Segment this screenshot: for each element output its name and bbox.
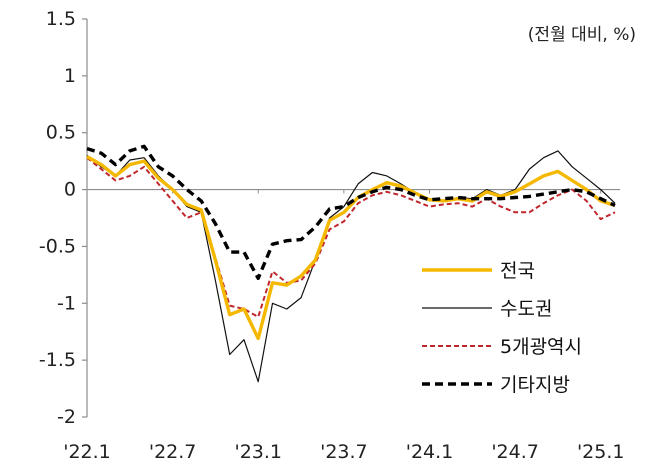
series-line-1: [86, 155, 616, 341]
y-tick-label: -1: [57, 292, 76, 314]
unit-label: (전월 대비, %): [528, 25, 636, 45]
x-tick-label: '24.7: [491, 441, 539, 463]
chart-axes: 1.5 1 0.5 0 -0.5 -1 -1.5 -2 '22.1 '22.7 '23.1 '23.7…: [39, 8, 625, 463]
x-tick-label: '25.1: [577, 441, 625, 463]
legend-label-4: 기타지방: [500, 374, 570, 396]
x-tick-label: '24.1: [406, 441, 454, 463]
y-tick-label: 0.5: [46, 122, 76, 144]
y-tick-label: -0.5: [39, 235, 76, 257]
x-tick-label: '22.7: [149, 441, 197, 463]
x-tick-label: '23.1: [234, 441, 282, 463]
x-tick-label: '22.1: [63, 441, 111, 463]
y-tick-label: 1.5: [46, 8, 76, 30]
series-line-4: [86, 144, 616, 280]
x-tick-label: '23.7: [320, 441, 368, 463]
y-tick-label: 0: [64, 179, 76, 201]
series-layer: [86, 144, 616, 383]
series-line-3: [86, 156, 616, 318]
legend-label-3: 5개광역시: [500, 336, 582, 358]
legend-label-2: 수도권: [500, 298, 552, 320]
y-tick-label: -1.5: [39, 349, 76, 371]
y-tick-label: 1: [64, 65, 76, 87]
y-tick-label: -2: [57, 406, 76, 428]
legend-label-1: 전국: [500, 260, 535, 282]
